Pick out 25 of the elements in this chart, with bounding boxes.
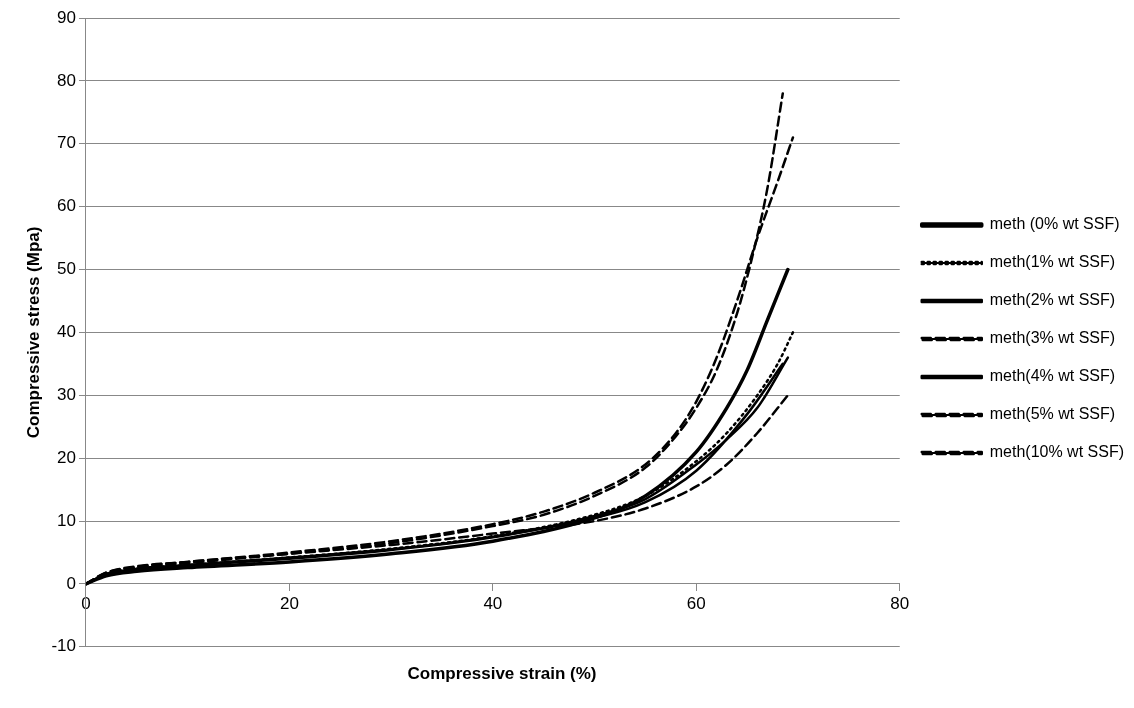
y-tick-label: 0 xyxy=(66,573,76,593)
x-tick-label: 0 xyxy=(81,593,91,613)
x-tick-label: 80 xyxy=(890,593,910,613)
legend-label: meth(5% wt SSF) xyxy=(989,405,1116,423)
legend-label: meth(1% wt SSF) xyxy=(989,253,1116,271)
x-tick-label: 60 xyxy=(686,593,706,613)
legend-label: meth(2% wt SSF) xyxy=(989,291,1116,309)
legend-label: meth(3% wt SSF) xyxy=(989,329,1116,347)
y-tick-label: 60 xyxy=(57,196,76,216)
y-tick-label: 50 xyxy=(57,259,76,279)
x-axis-title: Compressive strain (%) xyxy=(406,664,598,684)
y-axis-title: Compressive stress (Mpa) xyxy=(23,226,43,439)
y-tick-label: 30 xyxy=(57,384,76,404)
y-tick-label: 10 xyxy=(57,510,76,530)
y-tick-label: 80 xyxy=(57,70,76,90)
legend-label: meth (0% wt SSF) xyxy=(989,215,1120,233)
x-tick-label: 40 xyxy=(483,593,503,613)
y-tick-label: 20 xyxy=(57,447,76,467)
y-tick-label: 90 xyxy=(57,7,76,27)
y-tick-label: 40 xyxy=(57,322,76,342)
legend-label: meth(10% wt SSF) xyxy=(989,443,1125,461)
x-tick-label: 20 xyxy=(279,593,299,613)
y-tick-label: 70 xyxy=(57,133,76,153)
legend-label: meth(4% wt SSF) xyxy=(989,367,1116,385)
y-tick-label: -10 xyxy=(51,636,76,656)
